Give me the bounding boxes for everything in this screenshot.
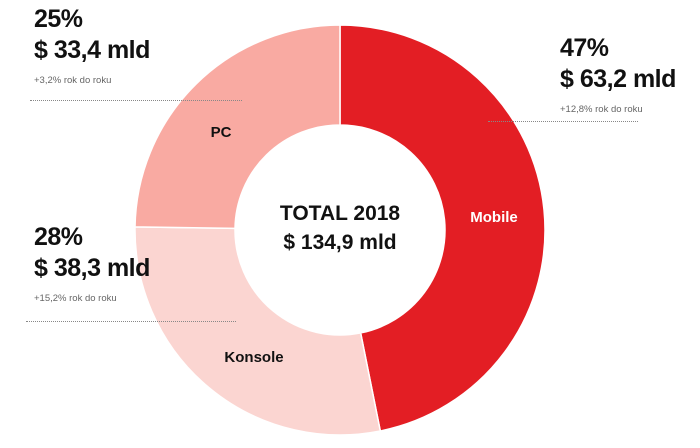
callout-mobile-divider [488, 121, 638, 122]
center-total-value: $ 134,9 mld [283, 231, 396, 254]
callout-pc-amount: $ 33,4 mld [34, 36, 150, 64]
segment-label-konsole: Konsole [224, 349, 283, 366]
callout-konsole: 28% $ 38,3 mld +15,2% rok do roku [34, 222, 150, 304]
callout-pc: 25% $ 33,4 mld +3,2% rok do roku [34, 4, 150, 86]
callout-mobile-percent: 47% [560, 34, 609, 62]
donut-slice-konsole [134, 226, 382, 436]
callout-konsole-percent: 28% [34, 223, 83, 251]
callout-konsole-divider [26, 321, 236, 322]
center-total-title: TOTAL 2018 [280, 202, 401, 225]
callout-konsole-change: +15,2% rok do roku [34, 293, 117, 304]
callout-konsole-amount: $ 38,3 mld [34, 254, 150, 282]
segment-label-pc: PC [211, 124, 232, 141]
donut-slices [134, 24, 546, 436]
callout-pc-change: +3,2% rok do roku [34, 75, 112, 86]
callout-mobile-change: +12,8% rok do roku [560, 104, 643, 115]
segment-label-mobile: Mobile [470, 209, 518, 226]
callout-mobile-amount: $ 63,2 mld [560, 65, 676, 93]
callout-mobile: 47% $ 63,2 mld +12,8% rok do roku [560, 33, 676, 115]
donut-slice-mobile [339, 24, 546, 432]
donut-slice-pc [134, 24, 341, 230]
callout-pc-percent: 25% [34, 5, 83, 33]
callout-pc-divider [30, 100, 242, 101]
